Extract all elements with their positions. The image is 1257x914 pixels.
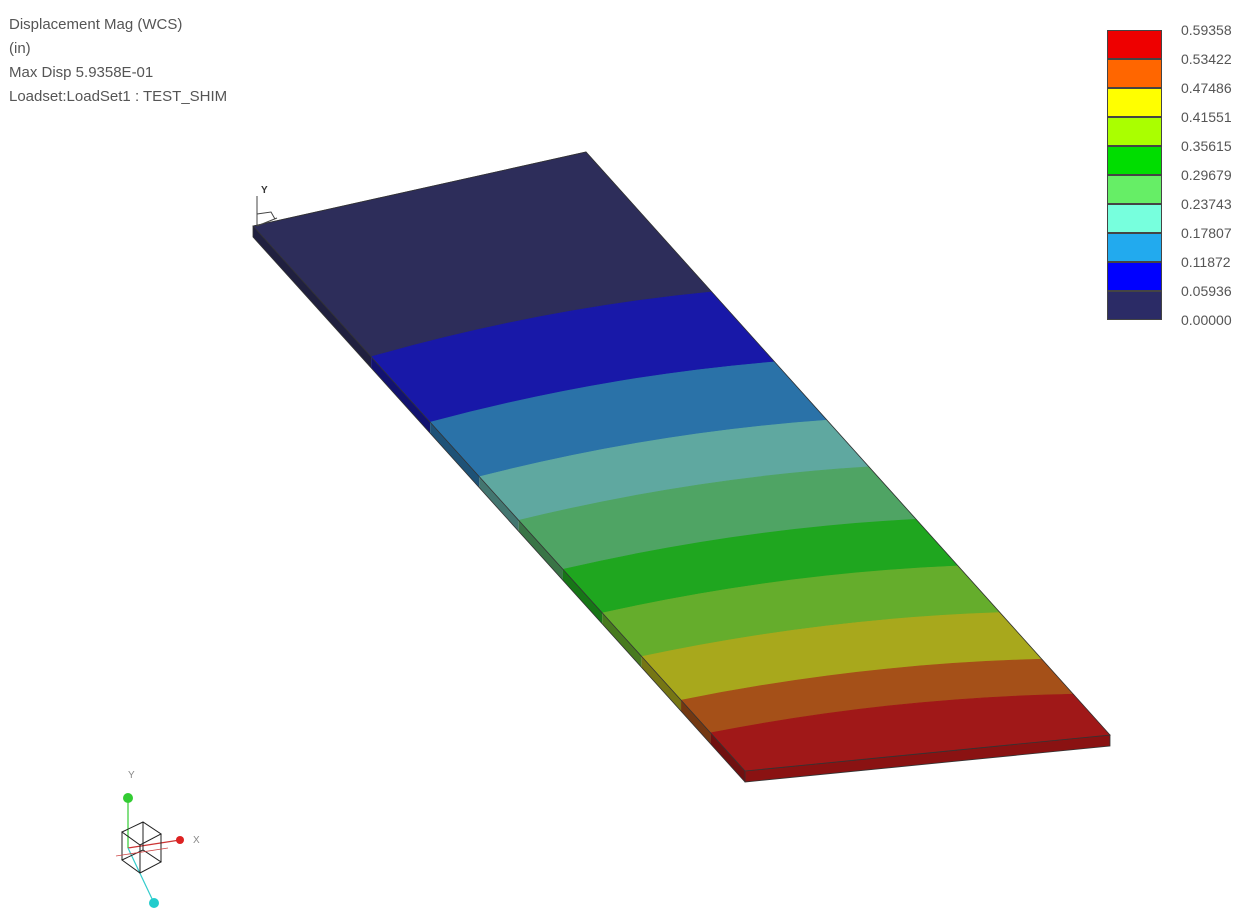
plate-side-face — [430, 422, 480, 488]
legend-swatch — [1107, 59, 1162, 88]
origin-axis-label: Y — [261, 185, 268, 196]
plate-side-face — [710, 732, 745, 782]
legend-value-label: 0.11872 — [1181, 254, 1231, 270]
triad-y-label: Y — [128, 770, 135, 781]
view-orientation-triad-icon[interactable]: Y X — [115, 770, 200, 908]
legend-swatch — [1107, 233, 1162, 262]
plate-side-face — [681, 700, 711, 744]
legend-value-label: 0.00000 — [1181, 312, 1232, 328]
plate-side-face — [641, 656, 682, 712]
legend-swatch — [1107, 146, 1162, 175]
legend-value-label: 0.23743 — [1181, 196, 1232, 212]
legend-value-label: 0.41551 — [1181, 109, 1232, 125]
legend-value-label: 0.53422 — [1181, 51, 1232, 67]
legend-value-label: 0.59358 — [1181, 22, 1232, 38]
legend-swatch — [1107, 204, 1162, 233]
units-label: (in) — [9, 40, 31, 57]
plate-side-face — [518, 520, 563, 581]
legend-swatch — [1107, 291, 1162, 320]
legend-value-label: 0.29679 — [1181, 167, 1232, 183]
plate-side-face — [562, 569, 603, 624]
result-info-block: Displacement Mag (WCS) (in) Max Disp 5.9… — [9, 13, 227, 109]
result-title: Displacement Mag (WCS) — [9, 16, 183, 33]
max-displacement-label: Max Disp 5.9358E-01 — [9, 64, 154, 81]
origin-csys-icon: Y — [256, 185, 278, 227]
plate-side-face — [479, 476, 519, 532]
legend-value-label: 0.05936 — [1181, 283, 1232, 299]
legend-swatch — [1107, 262, 1162, 291]
legend-value-label: 0.17807 — [1181, 225, 1232, 241]
loadset-label: Loadset:LoadSet1 : TEST_SHIM — [9, 88, 228, 105]
plate-side-face — [371, 356, 431, 434]
plate-side-face — [602, 612, 642, 668]
plate-edge-outline — [252, 226, 746, 783]
legend-value-label: 0.35615 — [1181, 138, 1232, 154]
plate-model — [252, 151, 1111, 783]
legend-swatch — [1107, 88, 1162, 117]
plate-outline — [252, 151, 1111, 772]
legend-swatch — [1107, 175, 1162, 204]
legend-swatch — [1107, 117, 1162, 146]
legend-value-label: 0.47486 — [1181, 80, 1232, 96]
plate-side-face — [253, 226, 372, 368]
triad-x-label: X — [193, 835, 200, 846]
legend-swatch — [1107, 30, 1162, 59]
